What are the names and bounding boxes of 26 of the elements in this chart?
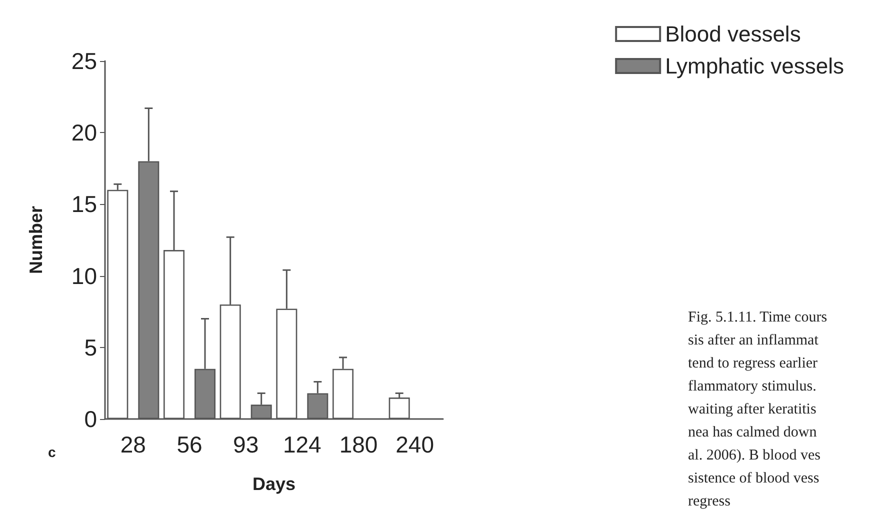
y-tick-label: 0 xyxy=(84,406,97,432)
x-tick-label: 124 xyxy=(282,432,322,458)
text: al. 2006). B blood ves xyxy=(688,448,821,464)
y-tick-label: 5 xyxy=(84,334,97,360)
x-tick-label: 240 xyxy=(396,432,434,458)
caption: Fig. 5.1.11. Time cours xyxy=(688,310,828,326)
x-tick-label: 180 xyxy=(339,432,378,458)
y-tick-label: 10 xyxy=(71,262,97,289)
text: regress xyxy=(688,494,731,510)
text: waiting after keratitis xyxy=(688,402,816,418)
y-tick-label: 25 xyxy=(71,48,97,74)
y-tick-label: 20 xyxy=(71,120,97,146)
legend-label: Lymphatic vessels xyxy=(665,54,844,78)
x-tick-label: 93 xyxy=(233,432,259,458)
text: tend to regress earlier xyxy=(688,356,818,372)
text: sis after an inflammat xyxy=(688,332,820,348)
x-axis-title: Days xyxy=(252,474,296,494)
y-axis-title: Number xyxy=(26,206,46,274)
legend-label: Blood vessels xyxy=(665,22,801,46)
text: nea has calmed down xyxy=(688,424,818,440)
text: flammatory stimulus. xyxy=(688,378,816,394)
x-tick-label: 28 xyxy=(120,432,146,458)
y-tick-label: 15 xyxy=(71,191,97,218)
x-tick-label: 56 xyxy=(176,432,202,458)
text: c xyxy=(48,444,56,460)
text: sistence of blood vess xyxy=(688,470,820,486)
